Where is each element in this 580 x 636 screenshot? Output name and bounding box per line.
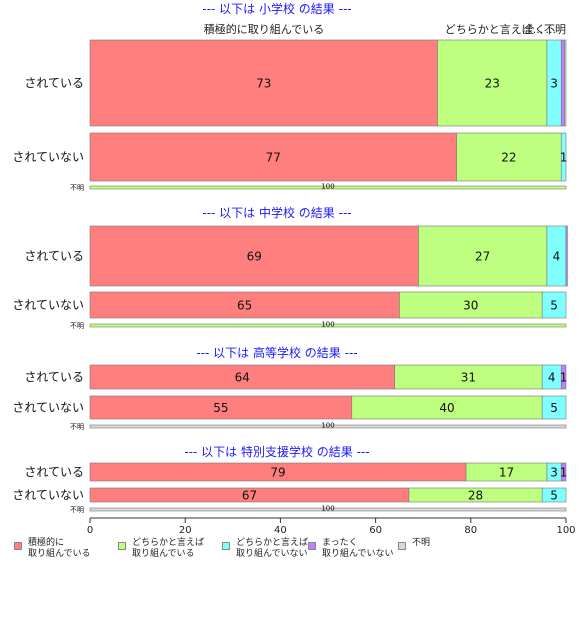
- panel-title: --- 以下は 特別支援学校 の結果 ---: [184, 444, 369, 459]
- x-tick-label: 100: [556, 525, 575, 536]
- chart-legend: 積極的に 取り組んでいる どちらかと言えば 取り組んでいる どちらかと言えば 取り組…: [14, 538, 574, 566]
- data-label: 5: [550, 489, 558, 503]
- panel-title: --- 以下は 高等学校 の結果 ---: [196, 345, 357, 360]
- data-label: 1: [560, 371, 568, 385]
- data-label: 100: [321, 422, 334, 430]
- bar-segment: [89, 39, 438, 127]
- legend-label: どちらかと言えば 取り組んでいない: [236, 538, 309, 559]
- x-tick-label: 20: [179, 525, 192, 536]
- data-label: 64: [235, 371, 250, 385]
- bar-segment: [565, 225, 568, 287]
- row-label: 不明: [70, 506, 84, 514]
- bar-segment: [89, 507, 567, 512]
- bar-segment: [560, 462, 567, 482]
- bar-segment: [418, 225, 548, 287]
- bar-segment: [89, 424, 567, 429]
- legend-item: まったく 取り組んでいない: [308, 538, 394, 560]
- legend-swatch: [398, 542, 406, 550]
- data-label: 30: [463, 299, 478, 313]
- stacked-bar-chart: 積極的に取り組んでいる どちらかと言えば...全く...不明--- 以下は 小学校…: [12, 1, 575, 536]
- legend-item: どちらかと言えば 取り組んでいない: [222, 538, 308, 560]
- bar-segment: [564, 39, 567, 127]
- bar-segment: [399, 291, 543, 319]
- bar-segment: [541, 291, 567, 319]
- row-label: されている: [24, 76, 84, 90]
- data-label: 100: [321, 183, 334, 191]
- data-label: 1: [560, 151, 568, 165]
- data-label: 4: [548, 371, 556, 385]
- legend-item: 積極的に 取り組んでいる: [14, 538, 91, 560]
- data-label: 31: [461, 371, 476, 385]
- legend-label: まったく 取り組んでいない: [322, 538, 394, 559]
- bar-segment: [89, 291, 400, 319]
- row-label: されている: [24, 249, 84, 263]
- data-label: 5: [550, 299, 558, 313]
- data-label: 3: [550, 466, 558, 480]
- top-annotation: 不明: [544, 23, 566, 36]
- data-label: 73: [256, 77, 271, 91]
- row-label: 不明: [70, 423, 84, 431]
- bar-segment: [394, 364, 543, 390]
- data-label: 69: [247, 250, 262, 264]
- top-annotation: 全く...: [524, 22, 557, 36]
- row-label: されていない: [12, 488, 84, 502]
- data-label: 28: [468, 489, 483, 503]
- data-label: 65: [237, 299, 252, 313]
- data-label: 100: [321, 321, 334, 329]
- panel-title: --- 以下は 中学校 の結果 ---: [202, 205, 351, 220]
- bar-segment: [560, 39, 565, 127]
- panel-title: --- 以下は 小学校 の結果 ---: [202, 1, 351, 16]
- data-label: 17: [499, 466, 514, 480]
- x-tick-label: 60: [369, 525, 382, 536]
- data-label: 22: [501, 151, 516, 165]
- row-label: 不明: [70, 184, 84, 192]
- legend-swatch: [222, 542, 230, 550]
- row-label: されていない: [12, 298, 84, 312]
- data-label: 55: [213, 401, 228, 415]
- legend-label: 積極的に 取り組んでいる: [28, 538, 91, 559]
- bar-segment: [89, 364, 395, 390]
- bar-segment: [560, 364, 567, 390]
- row-label: されている: [24, 465, 84, 479]
- data-label: 27: [475, 250, 490, 264]
- bar-segment: [89, 323, 567, 328]
- data-label: 1: [560, 466, 568, 480]
- data-label: 67: [242, 489, 257, 503]
- data-label: 23: [485, 77, 500, 91]
- row-label: されている: [24, 370, 84, 384]
- bar-segment: [89, 185, 567, 190]
- bar-segment: [89, 132, 457, 182]
- data-label: 100: [321, 505, 334, 513]
- legend-swatch: [14, 542, 22, 550]
- data-label: 40: [439, 401, 454, 415]
- row-label: されていない: [12, 401, 84, 415]
- top-annotation: 積極的に取り組んでいる: [204, 22, 324, 36]
- legend-label: 不明: [412, 538, 431, 548]
- row-label: 不明: [70, 322, 84, 330]
- data-label: 3: [550, 77, 558, 91]
- legend-label: どちらかと言えば 取り組んでいる: [132, 538, 205, 559]
- top-annotation: どちらかと言えば...: [445, 23, 544, 36]
- data-label: 5: [550, 401, 558, 415]
- row-label: されていない: [12, 150, 84, 164]
- legend-item: 不明: [398, 538, 430, 550]
- data-label: 79: [270, 466, 285, 480]
- legend-swatch: [308, 542, 316, 550]
- data-label: 77: [266, 151, 281, 165]
- x-tick-label: 40: [274, 525, 287, 536]
- bar-segment: [560, 132, 567, 182]
- data-label: 4: [553, 250, 561, 264]
- x-tick-label: 80: [464, 525, 477, 536]
- legend-item: どちらかと言えば 取り組んでいる: [118, 538, 204, 560]
- x-tick-label: 0: [87, 525, 93, 536]
- legend-swatch: [118, 542, 126, 550]
- bar-segment: [541, 487, 567, 503]
- bar-segment: [541, 395, 567, 420]
